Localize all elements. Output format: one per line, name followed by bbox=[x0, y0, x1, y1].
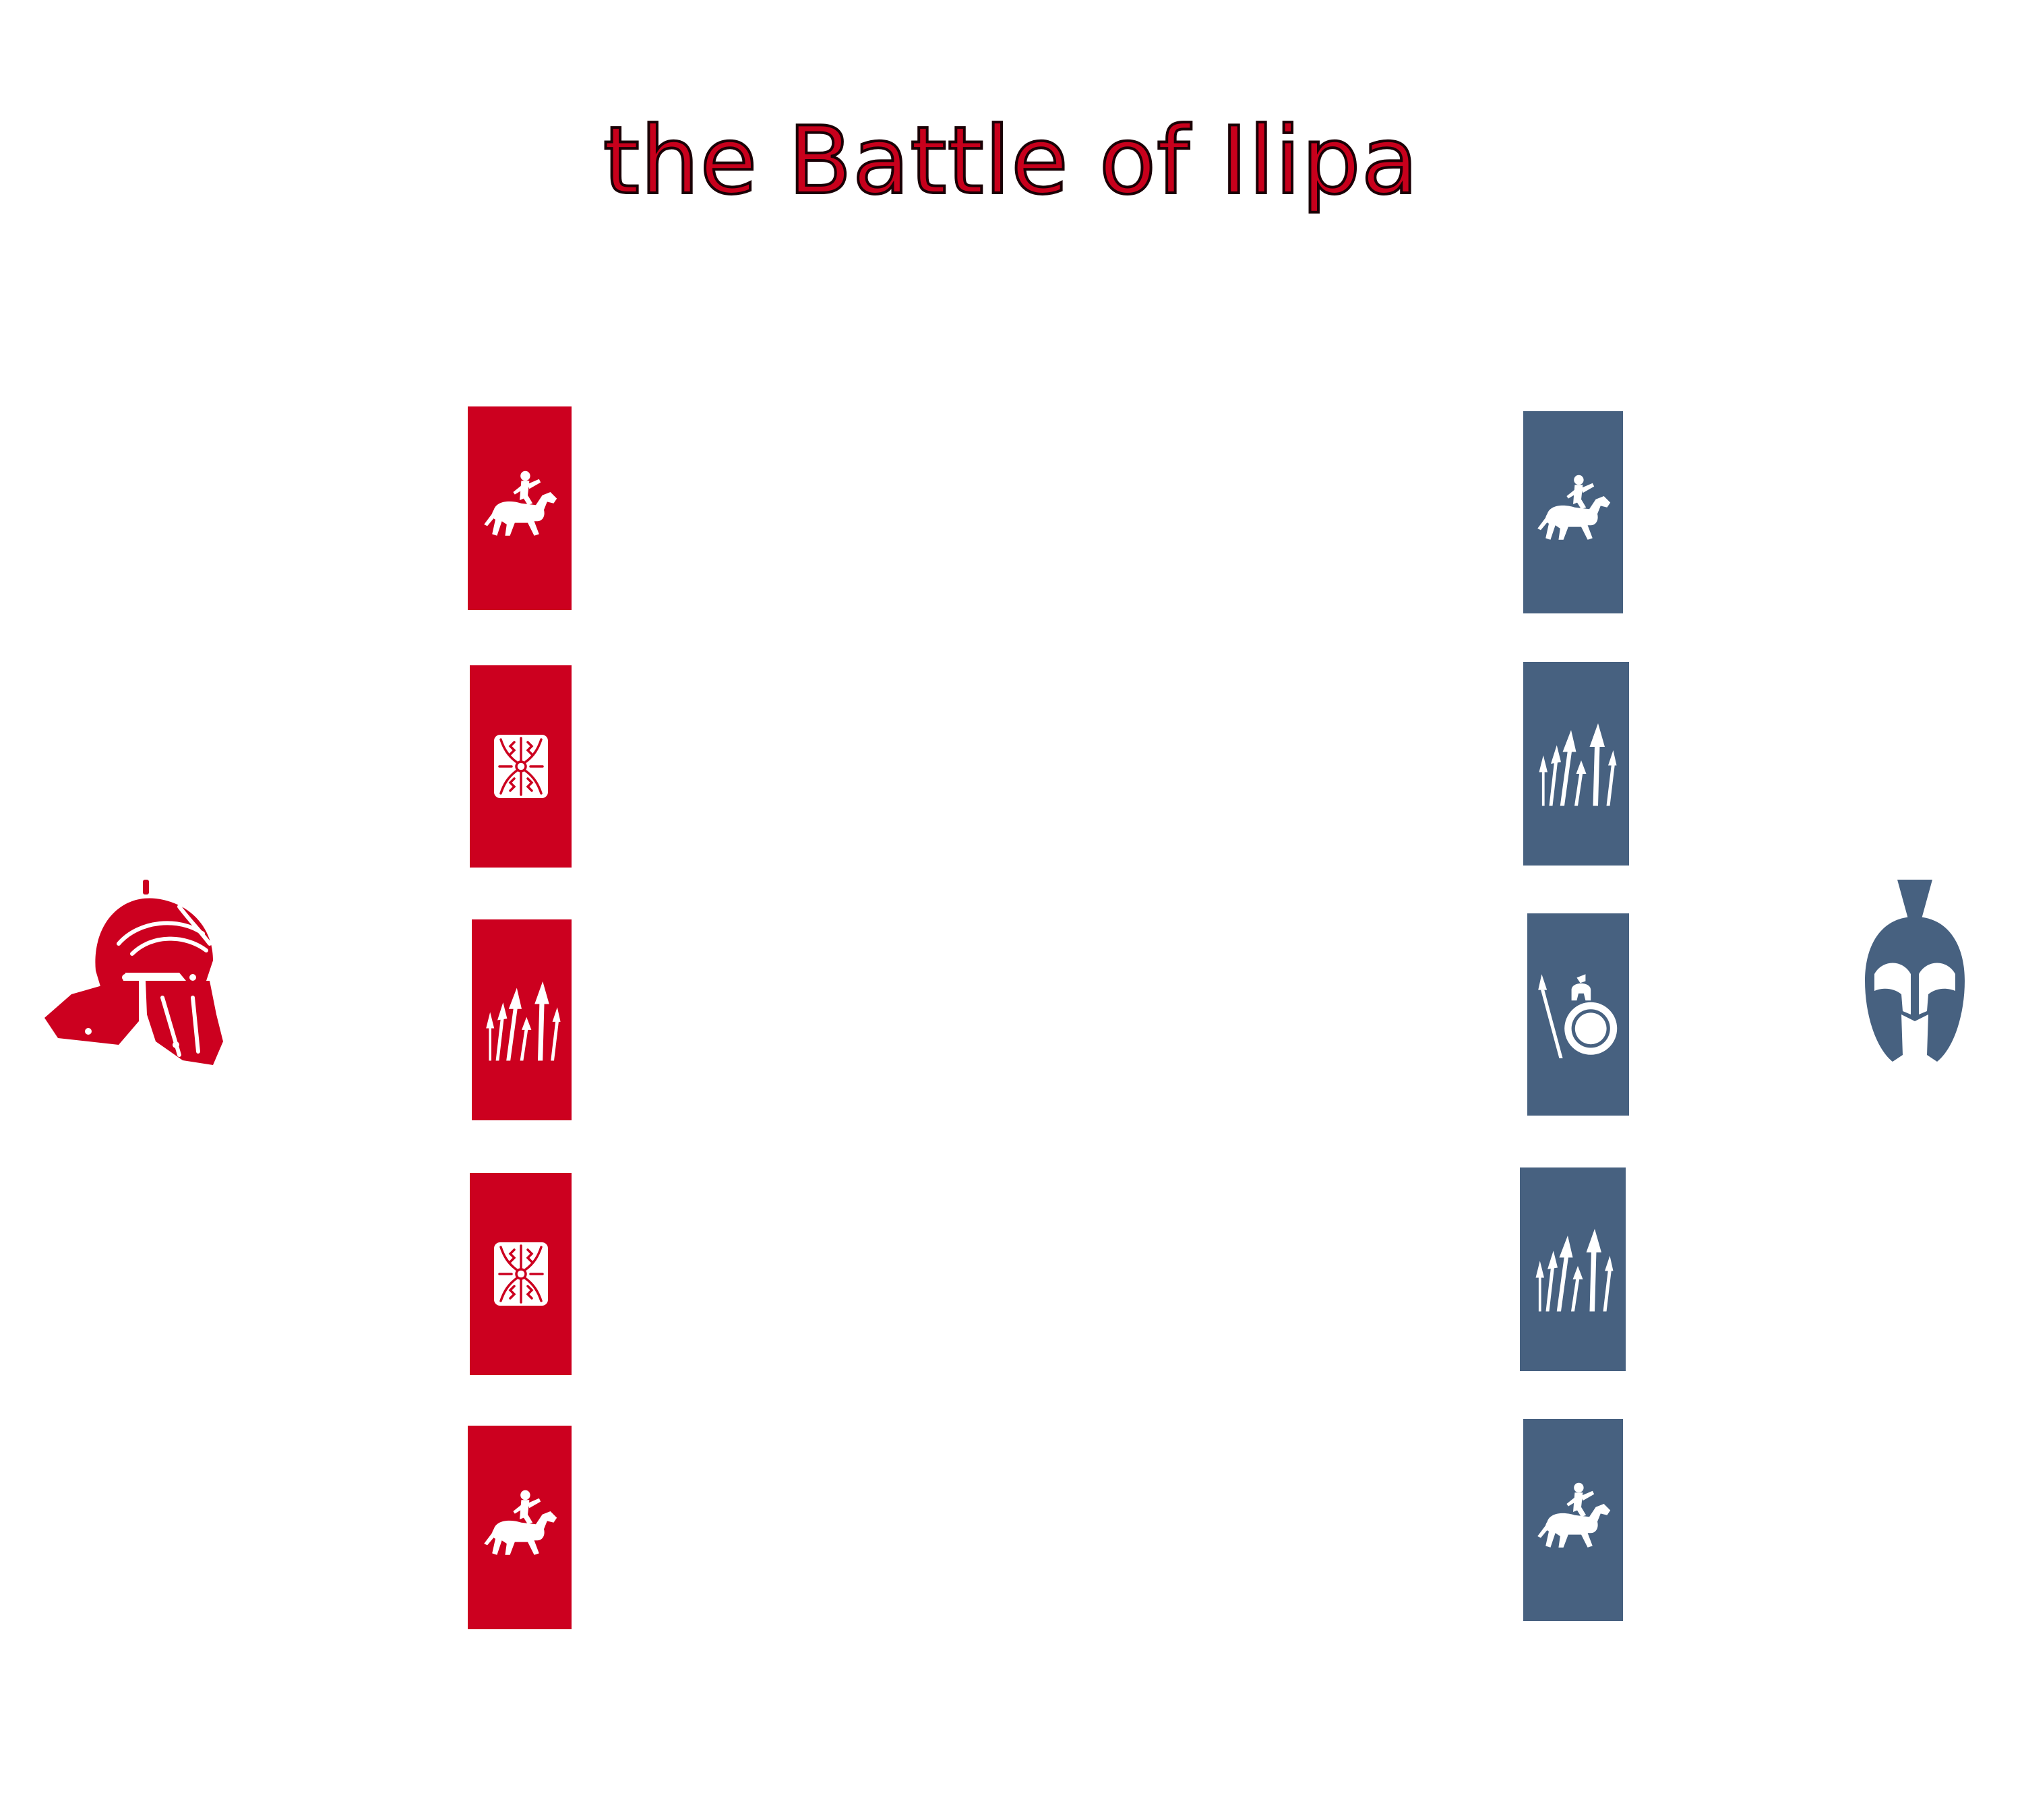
carthaginian-unit-hoplite bbox=[1527, 913, 1629, 1116]
roman-unit-spearmen bbox=[472, 919, 572, 1120]
roman-unit-legionary-1 bbox=[470, 665, 572, 868]
spears-icon bbox=[481, 978, 562, 1062]
carthaginian-unit-spearmen-2 bbox=[1520, 1167, 1626, 1371]
horseman-icon bbox=[1533, 1480, 1614, 1560]
greek-helmet-icon bbox=[1862, 880, 1967, 1065]
roman-unit-cavalry-2 bbox=[468, 1426, 572, 1629]
carthaginian-unit-cavalry-2 bbox=[1523, 1419, 1623, 1621]
roman-unit-cavalry-1 bbox=[468, 406, 572, 610]
carthaginian-unit-spearmen-1 bbox=[1523, 662, 1629, 866]
spears-icon bbox=[1534, 720, 1618, 808]
horseman-icon bbox=[479, 468, 560, 549]
spears-icon bbox=[1531, 1225, 1615, 1313]
roman-unit-legionary-2 bbox=[470, 1173, 572, 1375]
hoplite-icon bbox=[1535, 964, 1622, 1065]
roman-helmet-icon bbox=[44, 880, 223, 1065]
diagram-title: the Battle of Ilipa bbox=[602, 107, 1419, 215]
scutum-shield-icon bbox=[487, 723, 555, 810]
horseman-icon bbox=[1533, 472, 1614, 553]
scutum-shield-icon bbox=[487, 1230, 555, 1318]
carthaginian-unit-cavalry-1 bbox=[1523, 411, 1623, 613]
horseman-icon bbox=[479, 1487, 560, 1568]
